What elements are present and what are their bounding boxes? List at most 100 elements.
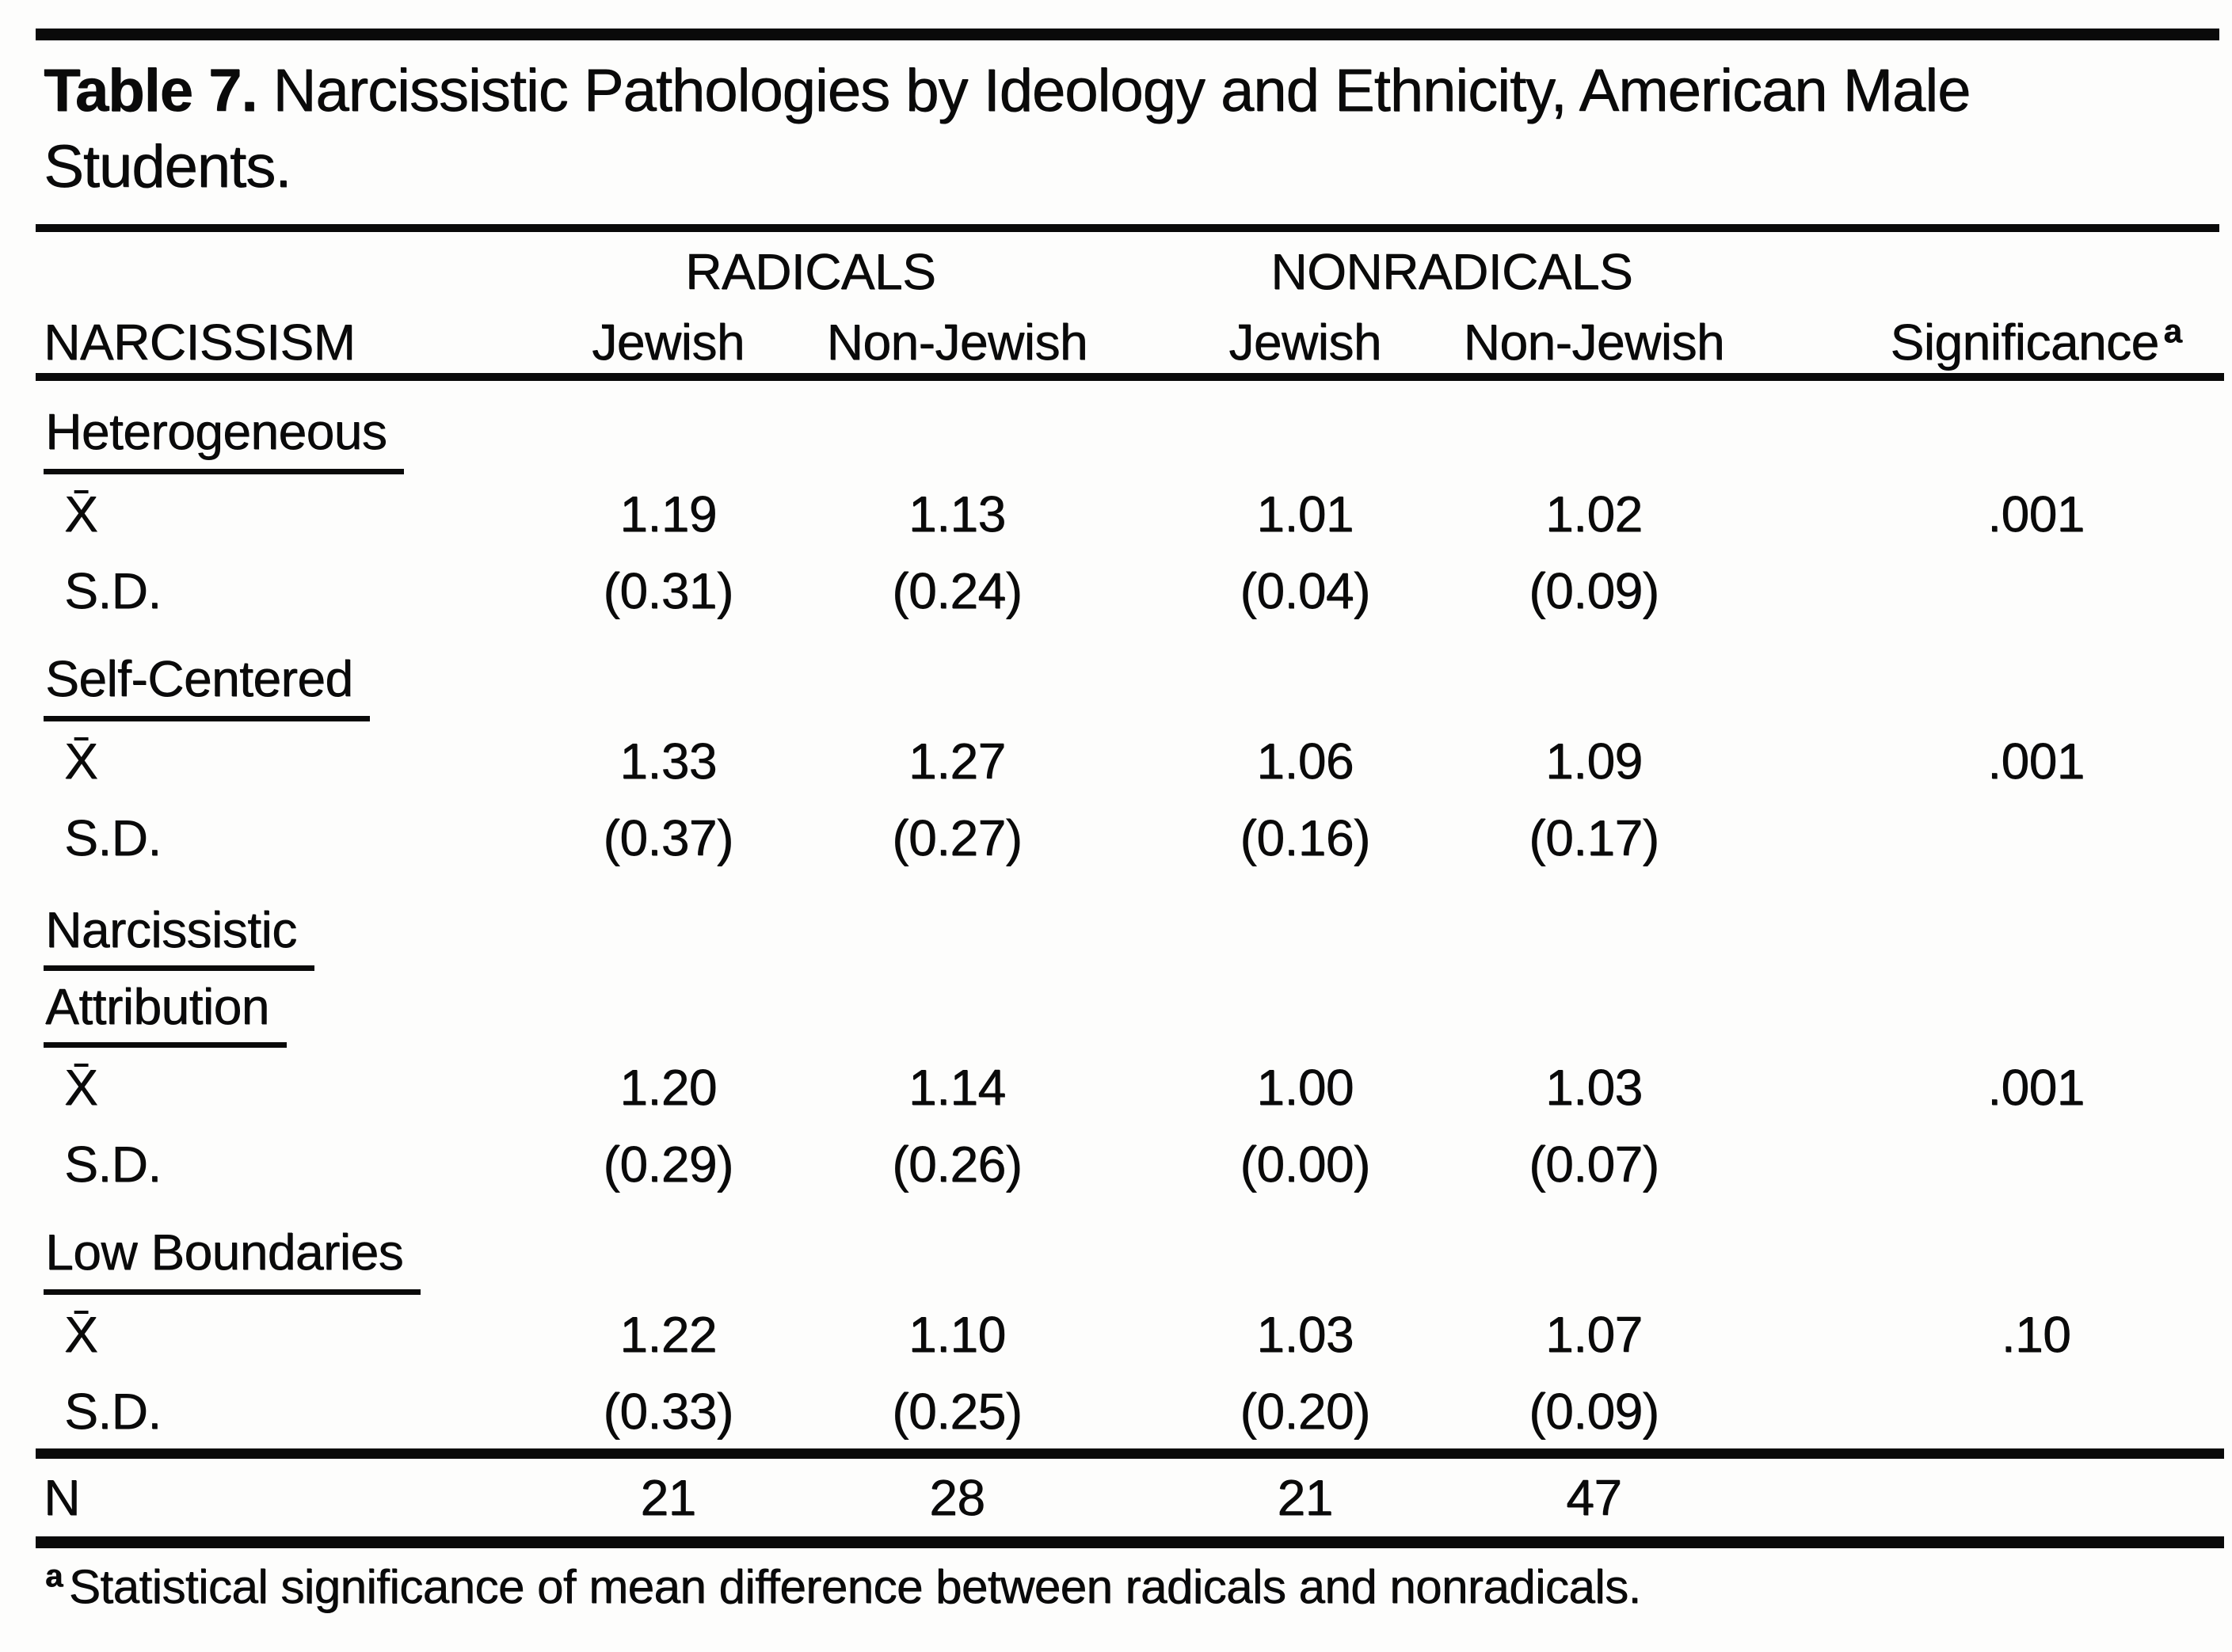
spacer (1740, 474, 1847, 554)
n-row: N 21 28 21 47 (36, 1448, 2224, 1548)
sd-value: (0.24) (892, 562, 1023, 619)
mean-value: 1.01 (1256, 485, 1354, 542)
sd-value: (0.09) (1529, 1383, 1659, 1440)
group-header-radicals: RADICALS (685, 243, 936, 300)
section-title-self-centered: Self-Centered (44, 649, 371, 721)
spacer (1740, 1127, 1847, 1201)
sd-row: S.D. (0.29) (0.26) (0.00) (0.07) (36, 1127, 2224, 1201)
significance-value: .001 (1987, 1059, 2085, 1116)
mean-value: 1.10 (908, 1306, 1006, 1363)
sd-label: S.D. (64, 809, 162, 866)
table-title-text: Narcissistic Pathologies by Ideology and… (44, 57, 1971, 200)
spacer (1099, 1295, 1163, 1374)
empty-cell (1848, 232, 2224, 311)
spacer (1740, 1374, 1847, 1454)
column-header-significance: Significance a (1847, 311, 2224, 381)
section-title-narcissistic: Narcissistic (44, 900, 314, 971)
mean-value: 1.03 (1256, 1306, 1354, 1363)
sd-value: (0.16) (1240, 809, 1370, 866)
spacer (1740, 801, 1847, 875)
top-rule (36, 29, 2219, 40)
title-divider-rule (36, 224, 2219, 232)
sd-value: (0.04) (1240, 562, 1370, 619)
column-header-radicals-jewish: Jewish (521, 311, 815, 381)
n-value: 21 (521, 1448, 815, 1548)
empty-cell (1848, 1374, 2224, 1454)
sd-value: (0.33) (603, 1383, 733, 1440)
mean-value: 1.09 (1544, 733, 1643, 790)
footnote-marker: a (45, 1559, 63, 1593)
sd-value: (0.31) (603, 562, 733, 619)
mean-value: 1.03 (1544, 1059, 1643, 1116)
n-label: N (36, 1448, 522, 1548)
group-header-nonradicals: NONRADICALS (1270, 243, 1633, 300)
sd-row: S.D. (0.37) (0.27) (0.16) (0.17) (36, 801, 2224, 875)
data-table: RADICALS NONRADICALS NARCISSISM Jewish N… (36, 232, 2224, 1548)
sd-value: (0.17) (1529, 809, 1659, 866)
group-header-row: RADICALS NONRADICALS (36, 232, 2224, 311)
section-header-row: Self-Centered (36, 628, 2224, 721)
significance-value: .001 (1987, 733, 2085, 790)
spacer (1099, 1448, 1163, 1548)
column-header-row: NARCISSISM Jewish Non-Jewish Jewish Non-… (36, 311, 2224, 381)
n-value: 47 (1447, 1448, 1741, 1548)
sd-value: (0.29) (603, 1136, 733, 1193)
spacer (1099, 1374, 1163, 1454)
significance-label: Significance (1890, 314, 2159, 371)
mean-label: X̄ (64, 1059, 98, 1116)
mean-row: X̄ 1.19 1.13 1.01 1.02 .001 (36, 474, 2224, 554)
mean-label: X̄ (64, 485, 98, 542)
mean-value: 1.22 (619, 1306, 717, 1363)
mean-value: 1.33 (619, 733, 717, 790)
sd-row: S.D. (0.31) (0.24) (0.04) (0.09) (36, 554, 2224, 628)
spacer (1099, 801, 1163, 875)
spacer (1099, 311, 1163, 381)
spacer (1740, 1295, 1847, 1374)
section-title-heterogeneous: Heterogeneous (44, 402, 405, 474)
mean-value: 1.27 (908, 733, 1006, 790)
n-value: 28 (814, 1448, 1099, 1548)
sd-value: (0.20) (1240, 1383, 1370, 1440)
section-title-attribution: Attribution (44, 977, 287, 1048)
spacer (1099, 474, 1163, 554)
mean-label: X̄ (64, 733, 98, 790)
significance-footnote-marker: a (2163, 311, 2182, 349)
sd-value: (0.27) (892, 809, 1023, 866)
sd-value: (0.26) (892, 1136, 1023, 1193)
spacer (1099, 554, 1163, 628)
column-header-nonradicals-nonjewish: Non-Jewish (1447, 311, 1741, 381)
spacer (1740, 1048, 1847, 1127)
sd-label: S.D. (64, 1136, 162, 1193)
mean-row: X̄ 1.33 1.27 1.06 1.09 .001 (36, 721, 2224, 801)
empty-cell (36, 232, 521, 311)
sd-value: (0.09) (1529, 562, 1659, 619)
empty-cell (1848, 1127, 2224, 1201)
footnote-text: Statistical significance of mean differe… (68, 1560, 1641, 1613)
empty-cell (1848, 554, 2224, 628)
significance-value: .001 (1987, 485, 2085, 542)
section-header-row: Narcissistic Attribution (36, 875, 2224, 1048)
table-title: Table 7. Narcissistic Pathologies by Ideo… (44, 53, 2177, 205)
spacer (1099, 721, 1163, 801)
n-value: 21 (1162, 1448, 1448, 1548)
table-footnote: a Statistical significance of mean differ… (45, 1559, 2224, 1614)
mean-value: 1.14 (908, 1059, 1006, 1116)
mean-value: 1.07 (1544, 1306, 1643, 1363)
empty-cell (1847, 1448, 2224, 1548)
spacer (1740, 232, 1847, 311)
section-title-low-boundaries: Low Boundaries (44, 1223, 421, 1295)
sd-row: S.D. (0.33) (0.25) (0.20) (0.09) (36, 1374, 2224, 1454)
sd-value: (0.25) (892, 1383, 1023, 1440)
spacer (1740, 311, 1848, 381)
spacer (1740, 554, 1847, 628)
column-header-radicals-nonjewish: Non-Jewish (814, 311, 1099, 381)
mean-value: 1.13 (908, 485, 1006, 542)
sd-label: S.D. (64, 1383, 162, 1440)
spacer (1099, 1127, 1163, 1201)
spacer (1740, 1448, 1848, 1548)
column-header-narcissism: NARCISSISM (36, 311, 522, 381)
significance-value: .10 (2001, 1306, 2071, 1363)
mean-row: X̄ 1.22 1.10 1.03 1.07 .10 (36, 1295, 2224, 1374)
section-header-row: Low Boundaries (36, 1201, 2224, 1295)
